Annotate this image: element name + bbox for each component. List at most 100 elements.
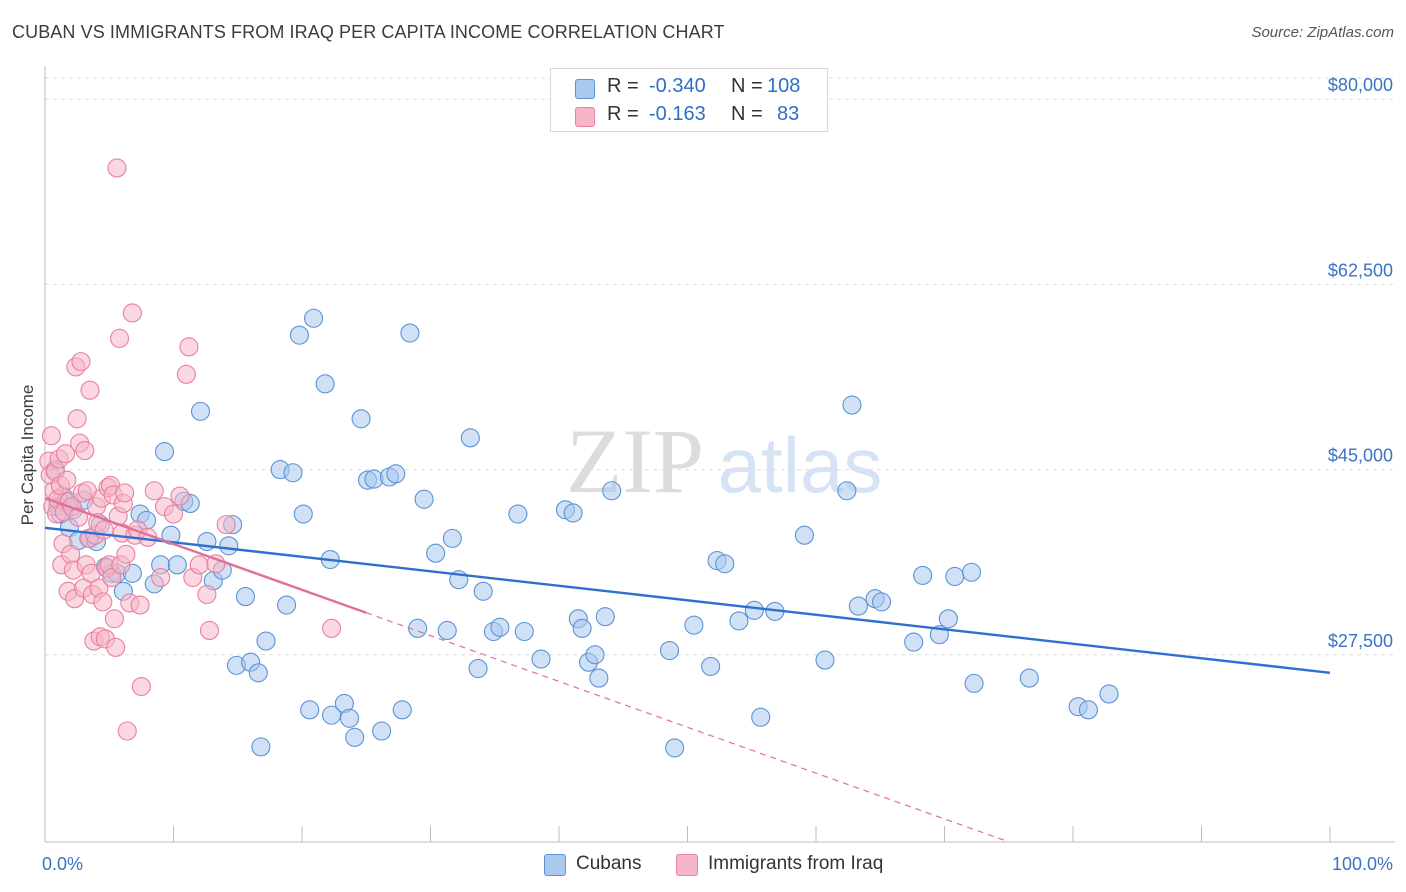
data-point-blue <box>837 481 857 501</box>
data-point-blue <box>904 632 924 652</box>
data-point-blue <box>595 607 615 627</box>
cubans-swatch <box>544 854 566 876</box>
legend-row-iraq: R = -0.163 N = 83 <box>551 101 827 129</box>
data-point-blue <box>794 525 814 545</box>
watermark-zip: ZIP <box>566 410 704 512</box>
data-point-pink <box>109 328 130 348</box>
data-point-blue <box>283 463 303 483</box>
data-point-blue <box>961 562 982 582</box>
legend-n-value: 83 <box>777 103 800 125</box>
data-point-blue <box>468 658 488 679</box>
data-point-blue <box>154 442 175 462</box>
data-point-blue <box>414 489 434 509</box>
data-point-pink <box>176 364 196 384</box>
iraq-swatch <box>676 854 698 876</box>
data-point-pink <box>144 481 164 501</box>
data-point-pink <box>106 637 126 657</box>
data-point-pink <box>216 515 236 535</box>
data-point-blue <box>1019 668 1039 688</box>
data-point-pink <box>56 444 76 464</box>
series-cubans <box>45 308 1119 758</box>
data-point-pink <box>75 440 95 461</box>
data-point-blue <box>871 592 892 612</box>
y-tick-label: $62,500 <box>1328 260 1393 280</box>
data-point-blue <box>572 618 592 638</box>
data-point-pink <box>41 426 61 446</box>
y-tick-label: $80,000 <box>1328 75 1393 95</box>
correlation-legend: R = -0.340 N = 108 R = -0.163 N = 83 <box>550 68 828 132</box>
data-point-pink <box>93 592 113 612</box>
data-point-blue <box>913 565 933 585</box>
data-point-blue <box>842 395 862 415</box>
legend-swatch-pink <box>575 107 595 127</box>
legend-n-label: N = <box>731 103 763 125</box>
legend-r-value: -0.163 <box>649 103 706 125</box>
tick-labels: $27,500 $45,000 $62,500 $80,000 0.0% 100.0% <box>42 75 1393 874</box>
watermark-atlas: atlas <box>718 421 883 509</box>
trend-extension-pink <box>366 612 1004 841</box>
data-point-pink <box>107 158 127 178</box>
data-point-blue <box>426 543 446 563</box>
data-point-blue <box>277 595 297 615</box>
data-point-blue <box>490 617 510 637</box>
legend-swatch-blue <box>575 79 595 99</box>
data-point-blue <box>251 737 271 757</box>
data-point-pink <box>80 380 100 400</box>
data-point-blue <box>531 649 551 669</box>
data-point-blue <box>1099 684 1119 704</box>
data-point-pink <box>122 303 142 323</box>
data-point-blue <box>304 308 324 328</box>
data-point-blue <box>945 566 965 587</box>
data-point-blue <box>442 528 462 548</box>
data-point-blue <box>392 700 412 720</box>
data-point-pink <box>71 352 91 372</box>
data-point-blue <box>386 464 406 484</box>
data-point-pink <box>163 504 184 524</box>
data-point-blue <box>339 708 360 728</box>
series-iraq <box>39 158 342 741</box>
legend-r-label: R = <box>607 103 639 125</box>
data-point-pink <box>199 620 220 641</box>
data-point-blue <box>1078 700 1098 720</box>
data-point-blue <box>602 481 622 501</box>
data-point-blue <box>345 727 365 747</box>
data-point-blue <box>235 587 256 607</box>
data-point-blue <box>167 555 187 575</box>
data-point-pink <box>67 409 87 429</box>
y-tick-label: $45,000 <box>1328 446 1393 466</box>
source-label: Source: ZipAtlas.com <box>1251 24 1394 41</box>
data-point-pink <box>322 618 342 638</box>
data-point-pink <box>104 609 124 629</box>
data-point-blue <box>508 504 528 524</box>
data-point-blue <box>473 581 493 601</box>
legend-r-label: R = <box>607 75 639 97</box>
data-point-pink <box>130 595 150 615</box>
data-point-blue <box>437 620 457 641</box>
data-point-blue <box>351 409 371 429</box>
trend-line-blue <box>44 526 1331 674</box>
data-point-pink <box>197 584 217 605</box>
data-point-blue <box>372 721 392 741</box>
data-point-pink <box>115 483 135 503</box>
legend-row-cubans: R = -0.340 N = 108 <box>551 73 827 101</box>
data-point-blue <box>460 428 480 448</box>
data-point-blue <box>300 700 320 720</box>
x-tick-label-max: 100.0% <box>1332 854 1393 874</box>
y-tick-label: $27,500 <box>1328 631 1393 651</box>
trend-lines <box>44 497 1331 841</box>
data-point-blue <box>293 504 313 524</box>
legend-n-label: N = <box>731 75 763 97</box>
data-point-blue <box>665 738 685 758</box>
data-point-blue <box>190 401 211 421</box>
trend-line-pink <box>44 497 367 614</box>
chart-title: CUBAN VS IMMIGRANTS FROM IRAQ PER CAPITA… <box>12 22 725 42</box>
data-point-blue <box>729 611 749 631</box>
data-point-blue <box>964 673 984 693</box>
data-point-blue <box>248 663 268 683</box>
data-point-blue <box>315 374 335 394</box>
data-point-pink <box>179 337 199 357</box>
data-point-blue <box>751 707 771 727</box>
data-point-blue <box>815 650 835 670</box>
legend-r-value: -0.340 <box>649 75 706 97</box>
